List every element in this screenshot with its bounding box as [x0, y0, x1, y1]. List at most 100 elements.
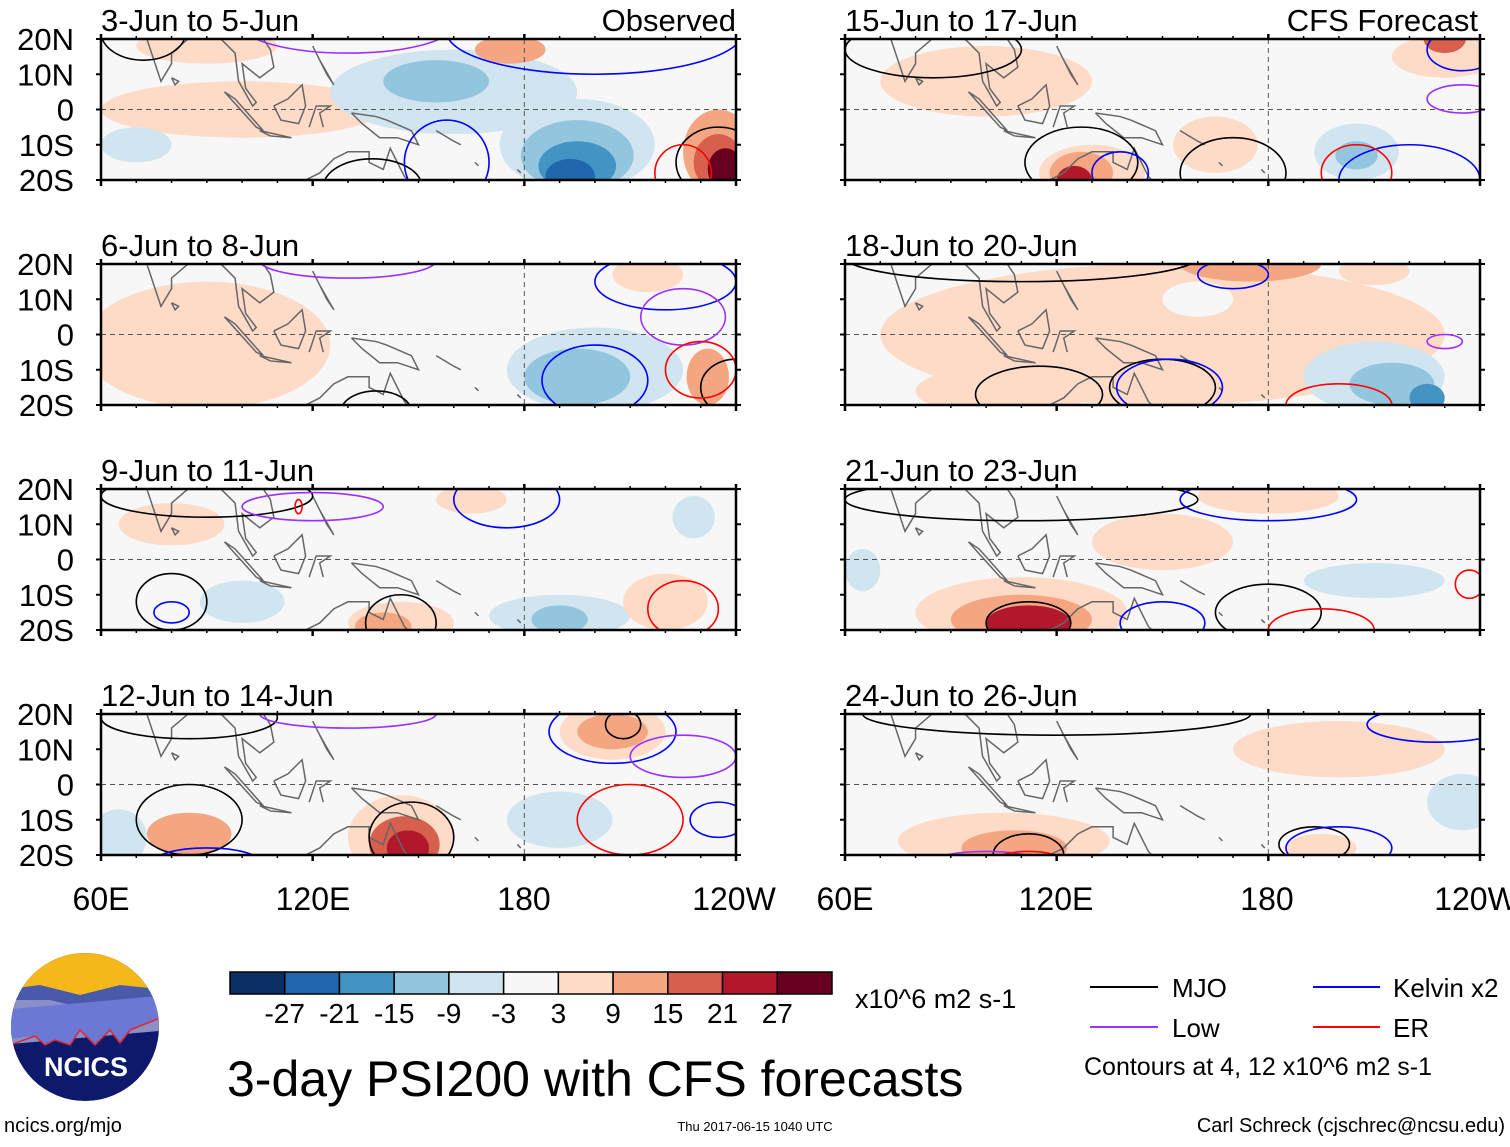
anomaly-shading: [101, 809, 147, 855]
contour-kelvin: [1196, 264, 1270, 290]
lon-label: 120E: [276, 881, 351, 917]
anomaly-shading: [1233, 721, 1445, 778]
coastline: [223, 766, 264, 807]
colorbar-label: 15: [652, 998, 683, 1029]
timestamp: Thu 2017-06-15 1040 UTC: [677, 1119, 832, 1134]
site-link[interactable]: ncics.org/mjo: [4, 1115, 122, 1137]
forecast-label: CFS Forecast: [1287, 3, 1479, 38]
contour-kelvin: [403, 119, 490, 180]
coastline: [1094, 337, 1164, 372]
contour-er: [1454, 569, 1480, 600]
lat-label: 10N: [17, 507, 74, 542]
anomaly-shading: [146, 812, 232, 855]
coastline: [145, 264, 190, 309]
contour-kelvin: [689, 801, 736, 839]
contour-kelvin: [1338, 143, 1480, 180]
contour-mjo: [101, 489, 314, 518]
coastline: [145, 489, 190, 534]
contour-kelvin: [541, 344, 649, 405]
coastline: [313, 21, 320, 32]
panel-title: 3-Jun to 5-Jun: [101, 3, 299, 38]
coastline: [1179, 580, 1206, 596]
anomaly-shading: [1335, 141, 1378, 170]
anomaly-shading: [1056, 165, 1092, 180]
author-credit: Carl Schreck (cjschrec@ncsu.edu): [1197, 1115, 1505, 1137]
contour-kelvin: [1285, 826, 1393, 855]
contour-kelvin: [548, 714, 677, 765]
coastline: [1017, 83, 1051, 125]
coastline: [1260, 618, 1266, 624]
lat-label: 20S: [19, 613, 74, 648]
lat-label: 0: [57, 543, 74, 578]
coastline: [273, 83, 307, 125]
anomaly-shading: [355, 612, 412, 630]
anomaly-shading: [986, 605, 1071, 630]
lat-label: 20N: [17, 22, 74, 57]
legend-label-er: ER: [1393, 1013, 1429, 1043]
anomaly-shading: [1162, 281, 1234, 317]
coastline: [308, 330, 333, 353]
coastline: [223, 316, 264, 357]
coastline: [914, 527, 924, 537]
coastline: [170, 527, 180, 537]
coastline: [1055, 45, 1079, 86]
contour-low: [260, 264, 436, 279]
lat-label: 0: [57, 318, 74, 353]
contour-mjo: [368, 801, 455, 855]
anomaly-shading: [1303, 563, 1445, 599]
ncics-logo: NCICS: [11, 953, 159, 1101]
anomaly-shading: [383, 271, 525, 328]
anomaly-shading: [531, 605, 588, 630]
coastline: [311, 495, 335, 536]
coastline: [1094, 112, 1164, 147]
legend: MJO Kelvin x2 Low ER Contours at 4, 12 x…: [1084, 973, 1499, 1081]
coastline: [435, 580, 462, 596]
coastline: [1260, 843, 1266, 849]
coastline: [259, 579, 292, 589]
coastline: [889, 489, 934, 534]
lon-label: 60E: [73, 881, 130, 917]
anomaly-shading: [915, 366, 1092, 405]
coastline: [170, 752, 180, 762]
coastline: [1003, 129, 1036, 139]
anomaly-shading: [383, 60, 490, 103]
lat-label: 10S: [19, 353, 74, 388]
contour-mjo: [845, 489, 1199, 522]
anomaly-shading: [199, 580, 285, 623]
colorbar-label: 21: [707, 998, 738, 1029]
colorbar-swatch: [557, 971, 614, 995]
coastline: [474, 836, 480, 842]
contour-mjo: [101, 714, 279, 740]
anomaly-shading: [474, 39, 546, 64]
contour-er: [1320, 143, 1393, 180]
coastline: [219, 264, 275, 333]
colorbar-swatch: [667, 971, 724, 995]
contour-er: [294, 498, 303, 515]
anomaly-shading: [386, 830, 430, 855]
lat-label: 20N: [17, 472, 74, 507]
colorbar-swatch: [448, 971, 505, 995]
anomaly-shading: [1423, 39, 1466, 54]
lat-label: 20S: [19, 163, 74, 198]
contour-kelvin: [447, 39, 736, 76]
coastline: [967, 541, 1008, 582]
coastline: [435, 355, 462, 371]
anomaly-shading: [1091, 513, 1234, 571]
map-panel: 24-Jun to 26-Jun: [840, 678, 1485, 861]
lat-label: 10S: [19, 128, 74, 163]
contour-er: [576, 783, 684, 855]
coastline: [1260, 393, 1266, 399]
lon-axis-left: 60E 120E 180 120W: [73, 881, 777, 917]
contour-mjo: [974, 365, 1104, 405]
lat-label: 10N: [17, 282, 74, 317]
coastline: [1094, 787, 1164, 822]
coastline: [967, 91, 1008, 132]
coastline: [259, 129, 292, 139]
coastline: [1052, 780, 1077, 803]
panel-title: 9-Jun to 11-Jun: [101, 453, 314, 488]
coastline: [1047, 146, 1153, 180]
lat-label: 10S: [19, 578, 74, 613]
panel-title: 12-Jun to 14-Jun: [101, 678, 334, 713]
